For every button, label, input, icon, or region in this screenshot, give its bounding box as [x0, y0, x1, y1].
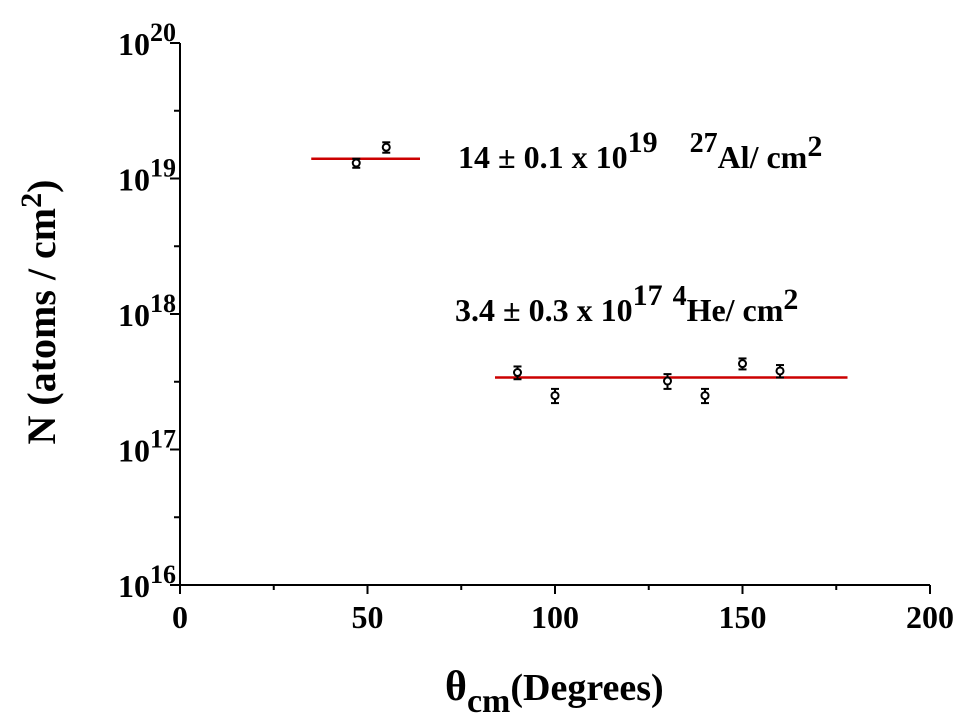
annotation-he-species: He/ cm: [687, 292, 784, 328]
annotation-al-value: 14 ± 0.1 x 10: [458, 139, 628, 175]
annotation-he-unit-sup: 2: [783, 283, 798, 316]
x-tick-label: 100: [531, 599, 579, 635]
y-axis-label-sup: 2: [15, 193, 48, 208]
data-point: [513, 368, 522, 378]
annotation-al-unit-sup: 2: [807, 130, 822, 163]
y-tick-label-exponent: 18: [150, 289, 176, 318]
y-tick-label-exponent: 20: [150, 18, 176, 47]
y-tick-label-base: 10: [118, 162, 150, 198]
annotation-al-exp: 19: [628, 126, 658, 159]
y-tick-label-exponent: 17: [150, 425, 176, 454]
x-axis-label-rest: (Degrees): [510, 667, 663, 709]
y-tick-label-base: 10: [118, 26, 150, 62]
y-tick-label: 1018: [118, 289, 176, 333]
y-tick-label-exponent: 19: [150, 154, 176, 183]
data-point-group: [738, 357, 747, 371]
x-tick-label: 150: [719, 599, 767, 635]
data-point: [381, 142, 391, 152]
data-point-group: [700, 387, 710, 405]
data-point: [351, 158, 361, 168]
y-tick-label-base: 10: [118, 433, 150, 469]
y-axis-label-main: N (atoms / cm: [19, 208, 64, 445]
annotation-he-exp: 17: [633, 279, 663, 312]
annotation-al-species-sup: 27: [690, 128, 718, 159]
data-point: [775, 366, 785, 376]
annotation-he-species-sup: 4: [673, 281, 687, 312]
data-point: [550, 391, 560, 401]
annotation-he: 3.4 ± 0.3 x 1017 4He/ cm2: [455, 279, 798, 328]
x-axis-label: θcm(Degrees): [445, 664, 664, 720]
y-tick-label: 1016: [118, 560, 176, 604]
data-point-group: [513, 365, 522, 381]
annotation-al-species: Al/ cm: [718, 139, 808, 175]
y-tick-label: 1019: [118, 154, 176, 198]
data-point-group: [663, 373, 672, 390]
y-tick-label: 1017: [118, 425, 176, 469]
data-point-group: [775, 364, 785, 379]
data-point-group: [351, 157, 361, 169]
annotation-al: 14 ± 0.1 x 1019 27Al/ cm2: [458, 126, 822, 175]
x-axis-label-symbol: θ: [445, 664, 467, 710]
y-tick-label-base: 10: [118, 297, 150, 333]
y-tick-label-base: 10: [118, 568, 150, 604]
data-point-group: [550, 387, 560, 405]
svg-text:N (atoms / cm2): N (atoms / cm2): [15, 180, 64, 445]
x-axis-label-sub: cm: [467, 683, 510, 720]
y-axis-label: N (atoms / cm2): [15, 180, 64, 445]
annotation-he-value: 3.4 ± 0.3 x 10: [455, 292, 633, 328]
data-point: [738, 359, 747, 369]
x-tick-label: 0: [172, 599, 188, 635]
y-axis-label-close: ): [19, 180, 64, 193]
y-tick-label-exponent: 16: [150, 560, 176, 589]
data-point: [700, 391, 710, 401]
data-point: [663, 376, 672, 386]
y-tick-label: 1020: [118, 18, 176, 62]
x-tick-label: 200: [906, 599, 954, 635]
x-tick-label: 50: [352, 599, 384, 635]
data-point-group: [381, 141, 391, 154]
